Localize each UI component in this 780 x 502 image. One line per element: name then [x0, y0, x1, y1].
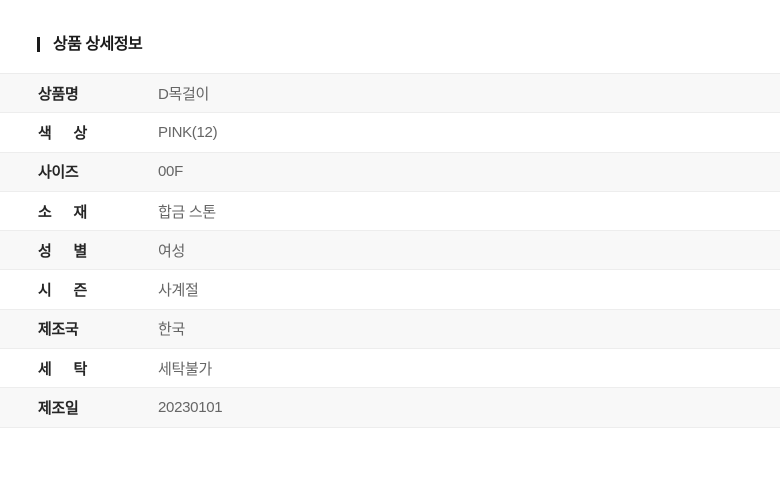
row-label: 시 즌 [38, 282, 87, 300]
row-value: PINK(12) [158, 123, 218, 141]
row-label: 사이즈 [38, 164, 79, 182]
row-value: 한국 [158, 321, 186, 339]
section-header: 상품 상세정보 [37, 36, 780, 53]
row-value: 세탁불가 [158, 360, 213, 378]
row-label: 세 탁 [38, 360, 87, 378]
row-label: 제조국 [38, 321, 79, 339]
row-value: 여성 [158, 242, 186, 260]
table-row: 성 별 여성 [0, 231, 780, 271]
row-label: 소 재 [38, 203, 87, 221]
table-row: 소 재 합금 스톤 [0, 191, 780, 232]
row-label: 성 별 [38, 242, 87, 260]
row-value: D목걸이 [158, 85, 210, 103]
table-row: 사이즈 00F [0, 152, 780, 192]
table-row: 제조국 한국 [0, 309, 780, 350]
row-value: 20230101 [158, 399, 223, 417]
row-value: 00F [158, 163, 183, 181]
table-row: 제조일 20230101 [0, 388, 780, 428]
row-label: 제조일 [38, 400, 79, 418]
row-value: 합금 스톤 [158, 203, 216, 221]
row-label: 색 상 [38, 124, 87, 142]
section-title: 상품 상세정보 [53, 36, 143, 53]
row-label: 상품명 [38, 85, 79, 103]
table-row: 시 즌 사계절 [0, 270, 780, 310]
table-row: 색 상 PINK(12) [0, 113, 780, 153]
vertical-bar-icon [37, 37, 40, 52]
table-row: 상품명 D목걸이 [0, 74, 780, 114]
row-value: 사계절 [158, 282, 199, 300]
table-row: 세 탁 세탁불가 [0, 349, 780, 389]
